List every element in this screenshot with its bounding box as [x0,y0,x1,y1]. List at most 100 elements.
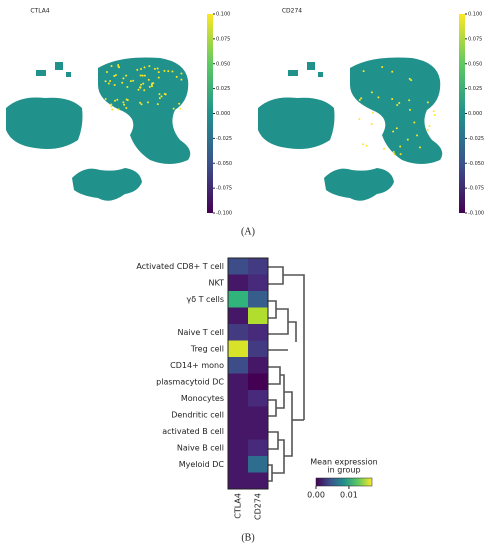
expressing-cell [180,72,183,75]
expressing-cell [391,70,394,73]
expressing-cell [381,65,384,68]
expressing-cell [171,70,174,73]
expressing-cell [107,82,110,85]
expressing-cell [125,74,128,77]
expressing-cell [399,145,402,148]
heatmap-cell [228,258,248,275]
heatmap-cell [248,406,268,423]
expressing-cell [148,65,151,68]
expressing-cell [408,108,411,111]
colorbar-title: in group [327,466,360,475]
expressing-cell [362,143,365,146]
heatmap-cell [228,390,248,407]
umap-embedding [6,57,191,201]
heatmap-cell [248,373,268,390]
expressing-cell [143,89,146,92]
plot-title: CD274 [282,8,302,15]
colorbar-tick-label: -0.100 [216,211,232,217]
expressing-cell [428,125,431,128]
expressing-cell [114,99,117,102]
row-label: Dendritic cell [171,410,224,419]
expressing-cell [163,69,166,72]
expressing-cell [129,80,132,83]
expressing-cell [111,108,114,111]
expressing-cell [377,96,380,99]
expressing-cell [406,138,409,141]
heatmap-cell [228,423,248,440]
heatmap-cell [228,307,248,324]
column-label: CD274 [254,493,263,520]
dendrogram [268,266,305,482]
expressing-cell [117,108,120,111]
expressing-cell [433,113,436,116]
expressing-cell [139,86,142,89]
row-label: activated B cell [162,427,224,436]
expressing-cell [139,101,142,104]
expressing-cell [140,83,143,86]
heatmap-cell [228,439,248,456]
heatmap-cell [228,340,248,357]
heatmap-cell [248,307,268,324]
expressing-cell [167,70,170,73]
expressing-cell [391,97,394,100]
expressing-cell [395,127,398,130]
expressing-cell [117,65,120,68]
row-label: Myeloid DC [179,460,225,469]
colorbar-tick-label: 0.000 [468,111,482,117]
colorbar-title: Mean expression [310,458,378,467]
expressing-cell [372,111,375,114]
expressing-cell [142,82,145,85]
expressing-cell [143,74,146,77]
expressing-cell [413,121,416,124]
heatmap-cell [228,324,248,341]
expressing-cell [109,80,112,83]
colorbar-tick-label: 0.025 [216,86,230,92]
heatmap-cell [248,472,268,489]
expressing-cell [140,103,143,106]
expressing-cell [426,101,429,104]
colorbar-tick-label: -0.025 [216,136,232,142]
expressing-cell [156,67,159,70]
row-label: Naive T cell [177,328,224,337]
expressing-cell [153,67,156,70]
expressing-cell [398,101,401,104]
expressing-cell [157,76,160,79]
expressing-cell [146,101,149,104]
heatmap-cell [248,258,268,275]
expressing-cell [175,75,178,78]
heatmap-cell [248,274,268,291]
heatmap-cell [228,291,248,308]
expressing-cell [370,123,373,126]
expressing-cell [110,64,113,67]
heatmap-cell [248,390,268,407]
expressing-cell [358,99,361,102]
expressing-cell [137,88,140,91]
row-label: Treg cell [190,344,224,353]
expressing-cell [152,82,155,85]
heatmap-cell [248,439,268,456]
row-label: CD14+ mono [170,361,224,370]
colorbar [315,477,373,487]
colorbar [207,14,213,213]
heatmap-cell [228,274,248,291]
expressing-cell [370,91,373,94]
colorbar-tick-label: 0.050 [468,61,482,67]
expressing-cell [180,78,183,81]
colorbar-tick-label: 0.025 [468,86,482,92]
expressing-cell [418,146,421,149]
expressing-cell [121,81,124,84]
panel-label: (A) [241,226,255,237]
colorbar-tick-label: 0.075 [216,36,230,42]
expressing-cell [410,79,413,82]
heatmap-cell [248,291,268,308]
expressing-cell [123,103,126,106]
colorbar-tick-label: -0.025 [468,136,484,142]
expressing-cell [432,110,435,113]
expressing-cell [160,95,163,98]
expressing-cell [116,98,119,101]
heatmap-frame [227,257,269,490]
colorbar-tick-label: -0.050 [216,161,232,167]
expressing-cell [110,105,113,108]
expressing-cell [148,85,151,88]
column-label: CTLA4 [234,493,243,519]
